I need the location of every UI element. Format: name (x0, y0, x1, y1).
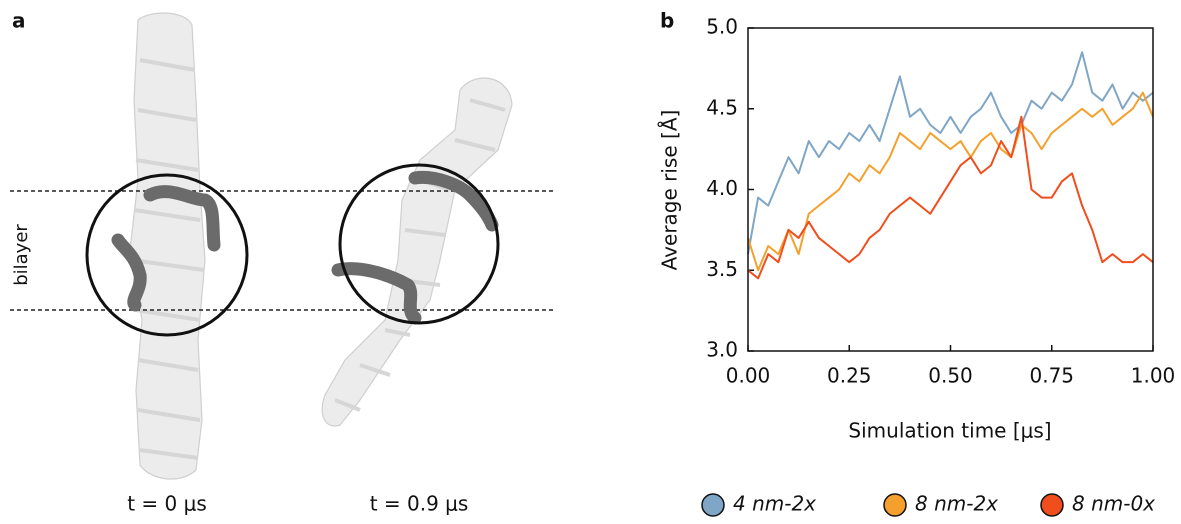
series-line (747, 91, 1154, 272)
panel-b: b Simulation time [μs] Average rise [Å] … (658, 9, 1176, 517)
plot-frame (747, 27, 1154, 352)
helix-texture (131, 58, 205, 460)
y-axis-label: Average rise [Å] (658, 110, 682, 271)
highlight-circle (85, 173, 249, 337)
x-tick-label: 0.75 (1029, 364, 1074, 388)
panel-label: b (660, 9, 674, 33)
highlight-circle (338, 163, 500, 325)
series-line (747, 115, 1154, 280)
caption: t = 0.9 μs (370, 492, 469, 516)
peptide (111, 185, 221, 312)
x-tick-label: 1.00 (1131, 364, 1176, 388)
y-tick-label: 4.0 (706, 176, 738, 200)
x-tick-label: 0.25 (827, 364, 872, 388)
caption: t = 0 μs (127, 492, 207, 516)
dna-helix (321, 77, 513, 427)
series-line (747, 51, 1154, 255)
x-axis-label: Simulation time [μs] (848, 419, 1051, 443)
y-tick-label: 3.0 (706, 338, 738, 362)
y-tick-label: 4.5 (706, 95, 738, 119)
legend-label: 4 nm-2x (733, 492, 816, 516)
legend-marker (1040, 493, 1064, 517)
y-tick-label: 3.5 (706, 257, 738, 281)
legend-marker (701, 493, 725, 517)
peptide (331, 170, 499, 325)
panel-label: a (12, 9, 26, 33)
legend-label: 8 nm-2x (915, 492, 998, 516)
region-label: bilayer (11, 224, 32, 286)
x-tick-label: 0.00 (726, 364, 771, 388)
legend-marker (883, 493, 907, 517)
panel-a: a bilayer t = 0 μs t = 0.9 μs (10, 9, 556, 516)
x-tick-label: 0.50 (928, 364, 973, 388)
y-tick-label: 5.0 (706, 15, 738, 39)
legend-label: 8 nm-0x (1072, 492, 1155, 516)
